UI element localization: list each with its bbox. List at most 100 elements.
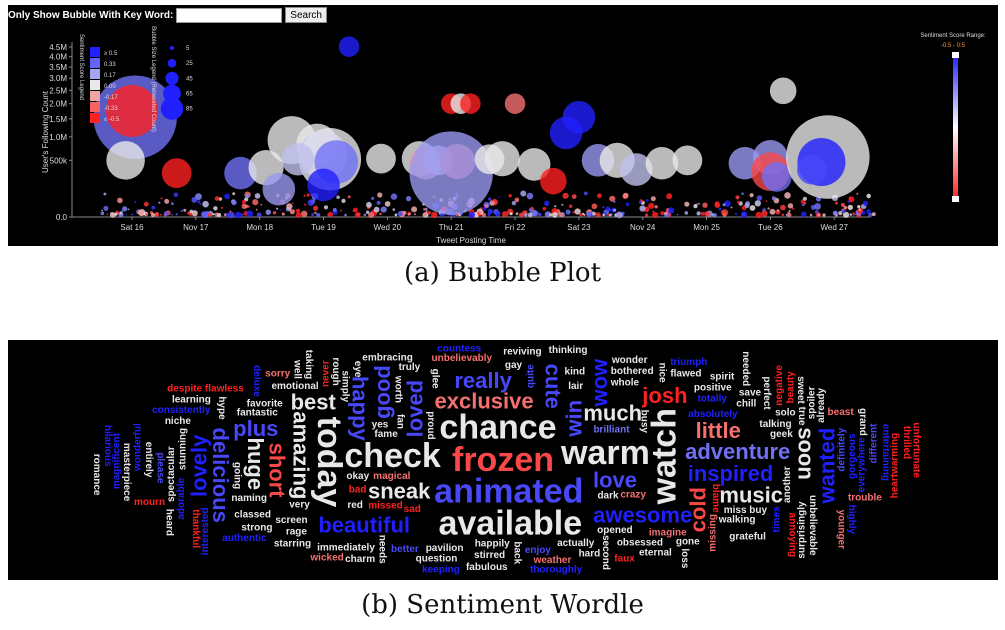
wordle-word: happily xyxy=(475,538,510,549)
bubble-dot xyxy=(602,206,605,209)
bubble-dot xyxy=(652,211,659,218)
wordle-word: sneak xyxy=(368,479,431,504)
bubble-dot xyxy=(164,211,169,216)
bubble-dot xyxy=(832,210,838,216)
wordle-word: good xyxy=(370,365,395,419)
wordle-word: another xyxy=(782,466,793,503)
wordle-word: definitely xyxy=(836,427,847,471)
range-handle-top[interactable] xyxy=(952,52,959,58)
wordle-word: screen xyxy=(275,515,307,526)
wordle-word: wonder xyxy=(611,355,648,366)
wordle-word: glee xyxy=(429,369,440,389)
bubble-dot xyxy=(666,193,673,200)
wordle-word: charm xyxy=(345,554,375,565)
bubble-dot xyxy=(371,196,375,200)
keyword-search-bar: Only Show Bubble With Key Word: Search xyxy=(8,7,327,23)
bubble-dot xyxy=(549,213,552,217)
wordle-word: wow xyxy=(587,358,612,408)
bubble-dot xyxy=(241,213,244,216)
bubble-dot xyxy=(579,213,583,217)
bubble-dot xyxy=(423,208,426,211)
x-tick-label: Wed 27 xyxy=(821,223,849,232)
bubble-dot xyxy=(616,211,623,219)
wordle-word: adventure xyxy=(685,439,790,464)
wordle-word: masterpiece xyxy=(121,443,132,502)
bubble xyxy=(105,84,159,137)
wordle-word: cute xyxy=(541,364,566,409)
bubble-dot xyxy=(765,200,768,203)
bubble xyxy=(540,167,567,195)
wordle-word: stirred xyxy=(474,550,505,561)
x-tick-label: Tue 26 xyxy=(758,223,783,232)
bubble-dot xyxy=(103,205,109,211)
bubble-dot xyxy=(183,208,187,212)
wordle-word: chill xyxy=(736,399,756,410)
bubble-dot xyxy=(365,210,370,214)
bubble-dot xyxy=(554,205,557,208)
bubble-dot xyxy=(848,196,855,203)
wordle-word: thinking xyxy=(549,345,588,356)
bubble-dot xyxy=(583,191,588,196)
wordle-word: obsessed xyxy=(617,538,663,549)
bubble-dot xyxy=(311,213,315,216)
wordle-word: naming xyxy=(231,493,267,504)
wordle-word: sad xyxy=(404,504,421,515)
bubble-dot xyxy=(231,200,237,206)
wordle-word: unfortunate xyxy=(911,422,922,478)
bubble-dot xyxy=(295,208,301,213)
y-tick-label: 4.5M xyxy=(49,43,67,52)
wordle-word: deluxe xyxy=(251,365,262,397)
bubble-dot xyxy=(341,198,346,203)
bubble-dot xyxy=(214,196,220,201)
bubble-dot xyxy=(509,212,513,216)
sentiment-legend-label: 0.33 xyxy=(104,62,116,68)
bubble-dot xyxy=(756,195,763,201)
wordle-word: talking xyxy=(759,419,791,430)
bubble-dot xyxy=(858,208,862,212)
keyword-search-input[interactable] xyxy=(176,7,283,23)
bubble-plot[interactable]: 0.0 500k 1.0M 1.5M 2.0M 2.5M 3.0M 3.5M4.0M4.5M S… xyxy=(8,5,998,246)
bubble-dot xyxy=(744,202,750,208)
bubble-dot xyxy=(407,213,410,216)
wordle-word: taking xyxy=(303,350,314,379)
bubble-dot xyxy=(508,194,512,198)
bubble-dot xyxy=(511,200,517,206)
wordle-word: lair xyxy=(568,381,583,392)
wordle-word: starring xyxy=(274,539,311,550)
size-legend-bubble xyxy=(165,71,179,85)
bubble xyxy=(409,131,493,215)
wordle-word: magical xyxy=(373,471,410,482)
bubble xyxy=(517,148,551,181)
wordle-word: positive xyxy=(694,382,732,393)
bubble-dot xyxy=(847,204,853,211)
bubble-dot xyxy=(866,193,871,199)
bubble xyxy=(366,143,396,174)
bubble-dot xyxy=(613,200,616,203)
bubble-dot xyxy=(313,205,319,211)
wordle-word: grand xyxy=(857,408,868,436)
wordle-word: actually xyxy=(557,538,595,549)
wordle-word: very xyxy=(289,499,310,510)
bubble-dot xyxy=(558,212,563,217)
bubble-dot xyxy=(281,212,284,215)
wordle-word: unbelievable xyxy=(807,495,818,556)
bubble-dot xyxy=(780,204,786,211)
y-tick-label: 2.5M xyxy=(49,86,67,95)
search-button[interactable]: Search xyxy=(285,7,327,23)
bubble-dot xyxy=(154,212,160,217)
bubble-dot xyxy=(406,196,412,202)
bubble xyxy=(769,77,797,105)
bubble-dot xyxy=(840,208,845,213)
wordle-word: inspired xyxy=(688,461,774,486)
bubble-dot xyxy=(610,213,613,216)
bubble-dot xyxy=(767,207,770,210)
wordle-word: rough xyxy=(330,357,341,385)
wordle-word: flawed xyxy=(670,368,701,379)
bubble-dot xyxy=(721,209,729,217)
wordle-word: really xyxy=(454,368,512,393)
bubble-dot xyxy=(722,203,726,207)
range-handle-bottom[interactable] xyxy=(952,196,959,202)
bubble-dot xyxy=(609,197,612,200)
wordle-word: please xyxy=(154,452,165,484)
wordle-word: love xyxy=(593,467,637,492)
